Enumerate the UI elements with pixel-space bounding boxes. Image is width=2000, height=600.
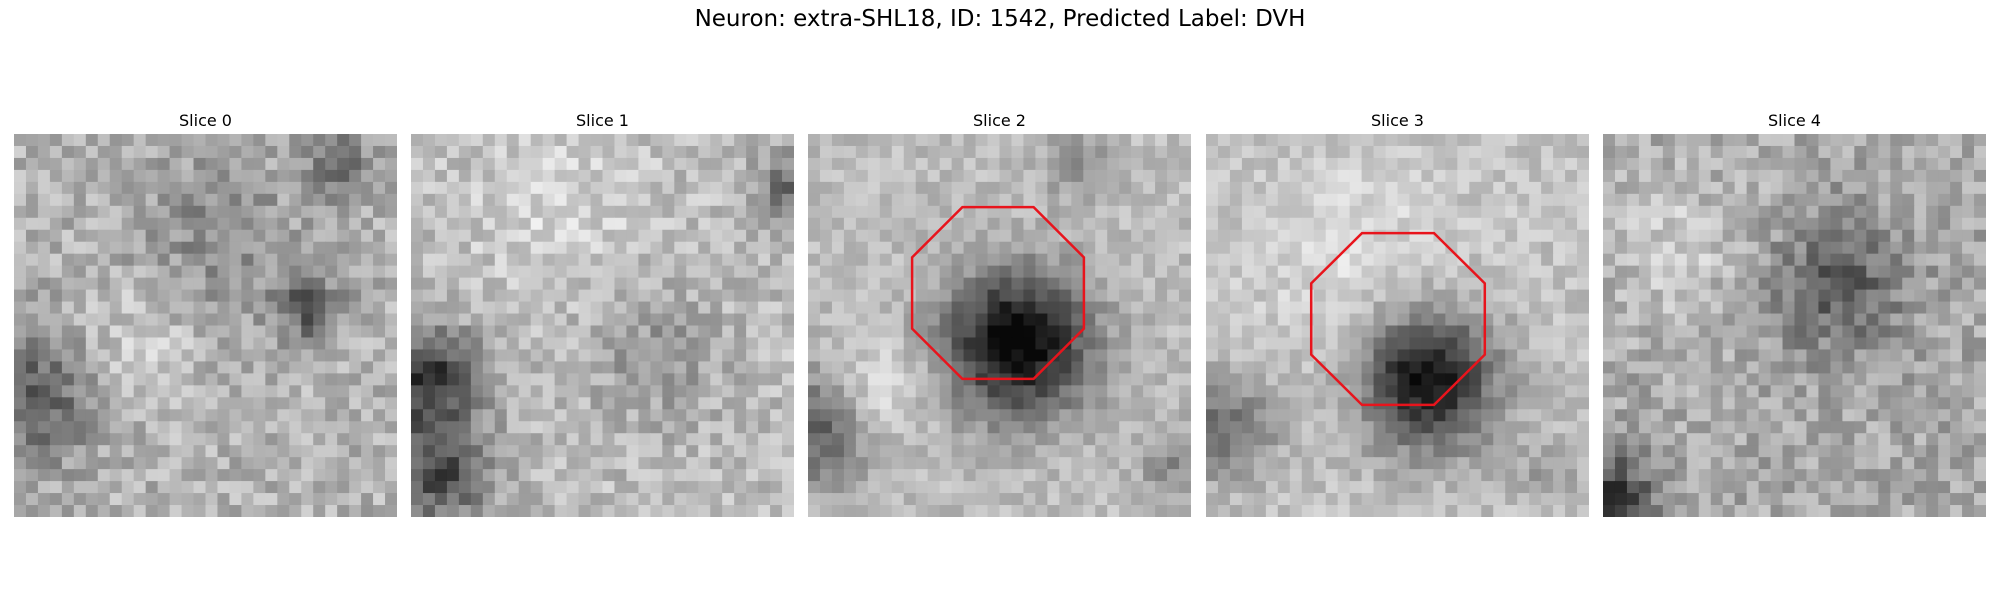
slice-title: Slice 4 [1768, 111, 1821, 130]
slice-image [808, 134, 1191, 517]
slice-panel-4: Slice 4 [1603, 108, 1986, 517]
slice-image [1206, 134, 1589, 517]
slice-title: Slice 3 [1371, 111, 1424, 130]
figure-title: Neuron: extra-SHL18, ID: 1542, Predicted… [694, 6, 1306, 32]
slice-panel-0: Slice 0 [14, 108, 397, 517]
roi-outline [910, 205, 1086, 381]
slice-title: Slice 0 [179, 111, 232, 130]
slice-image [14, 134, 397, 517]
slice-image [1603, 134, 1986, 517]
slice-panel-1: Slice 1 [411, 108, 794, 517]
slice-panel-3: Slice 3 [1206, 108, 1589, 517]
roi-outline [1309, 231, 1487, 407]
slice-panel-2: Slice 2 [808, 108, 1191, 517]
slice-title: Slice 1 [576, 111, 629, 130]
slice-image [411, 134, 794, 517]
slice-title: Slice 2 [973, 111, 1026, 130]
